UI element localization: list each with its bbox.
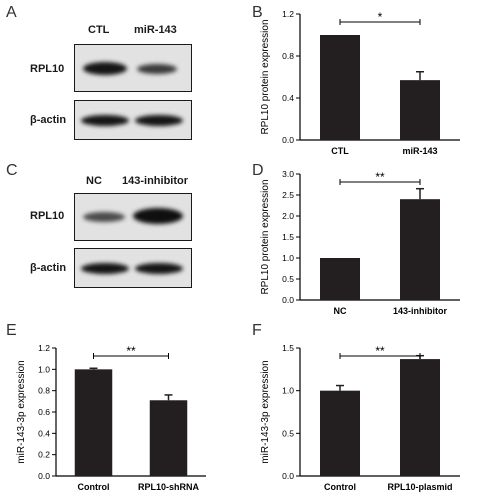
chart-b-ytick-label-2: 0.8 — [282, 51, 294, 61]
blot-c-lane-label-1: NC — [86, 175, 102, 187]
chart-d-ylabel: RPL10 protein expression — [260, 179, 271, 294]
chart-e-ytick-label-4: 0.8 — [38, 386, 50, 396]
blot-a-row-label-1: RPL10 — [30, 63, 65, 75]
chart-e-category-label-0: Control — [78, 482, 110, 492]
chart-e-ytick-label-0: 0.0 — [38, 471, 50, 481]
blot-a-actin-band-mir143 — [135, 115, 183, 126]
chart-d-category-label-0: NC — [334, 306, 347, 316]
blot-a-actin-band-ctl — [81, 115, 129, 126]
chart-e-ytick-label-6: 1.2 — [38, 343, 50, 353]
chart-f-sig-marker: ** — [375, 344, 385, 358]
panel-letter-e: E — [6, 322, 17, 339]
chart-d-category-label-1: 143-inhibitor — [393, 306, 448, 316]
panel-letter-b: B — [252, 4, 263, 21]
chart-d-ytick-label-2: 1.0 — [282, 253, 294, 263]
blot-c-rpl10-band-inhibitor — [133, 208, 183, 224]
blot-c-lane-label-2: 143-inhibitor — [122, 175, 189, 187]
chart-b-ylabel: RPL10 protein expression — [260, 19, 271, 134]
chart-b-bar-1 — [400, 80, 440, 140]
chart-f-category-label-0: Control — [324, 482, 356, 492]
chart-b-bar-0 — [320, 35, 360, 140]
chart-b-category-label-1: miR-143 — [402, 146, 437, 156]
blot-c-actin-band-inhibitor — [135, 263, 183, 274]
blot-c-rpl10-band-nc — [83, 212, 125, 222]
chart-f-ytick-label-2: 1.0 — [282, 386, 294, 396]
chart-e-ylabel: miR-143-3p expression — [16, 360, 27, 463]
chart-f-bar-0 — [320, 390, 360, 476]
blot-a-lane-label-2: miR-143 — [134, 24, 177, 36]
chart-b-ytick-label-1: 0.4 — [282, 93, 294, 103]
chart-d-ytick-label-0: 0.0 — [282, 295, 294, 305]
chart-d-ytick-label-1: 0.5 — [282, 274, 294, 284]
blot-a-row-label-2: β-actin — [30, 114, 67, 126]
panel-letter-f: F — [252, 322, 262, 339]
chart-e-ytick-label-2: 0.4 — [38, 428, 50, 438]
blot-a-lane-label-1: CTL — [88, 24, 110, 36]
chart-d-ytick-label-3: 1.5 — [282, 232, 294, 242]
chart-d-bar-0 — [320, 258, 360, 300]
blot-c-rpl10 — [74, 193, 192, 241]
chart-b-ytick-label-3: 1.2 — [282, 9, 294, 19]
chart-e-ytick-label-1: 0.2 — [38, 450, 50, 460]
chart-f-ytick-label-3: 1.5 — [282, 343, 294, 353]
blot-c-row-label-2: β-actin — [30, 262, 67, 274]
chart-f-ytick-label-0: 0.0 — [282, 471, 294, 481]
chart-b-ytick-label-0: 0.0 — [282, 135, 294, 145]
chart-e-bar-1 — [149, 400, 188, 476]
chart-e-bar-0 — [74, 369, 113, 476]
chart-d-ytick-label-6: 3.0 — [282, 169, 294, 179]
blot-c-actin — [74, 248, 192, 288]
chart-e-ytick-label-3: 0.6 — [38, 407, 50, 417]
blot-a-actin — [74, 100, 192, 140]
chart-f-category-label-1: RPL10-plasmid — [387, 482, 452, 492]
chart-d-ytick-label-5: 2.5 — [282, 190, 294, 200]
chart-d-sig-marker: ** — [375, 170, 385, 184]
panel-letter-a: A — [6, 4, 17, 21]
blot-a-rpl10 — [74, 44, 192, 92]
panel-letter-c: C — [6, 162, 18, 179]
chart-d-bar-1 — [400, 199, 440, 300]
chart-e-category-label-1: RPL10-shRNA — [138, 482, 200, 492]
chart-b-category-label-0: CTL — [331, 146, 349, 156]
chart-f-ytick-label-1: 0.5 — [282, 428, 294, 438]
chart-b-sig-marker: * — [378, 10, 383, 24]
chart-f-ylabel: miR-143-3p expression — [260, 360, 271, 463]
blot-a-rpl10-band-mir143 — [137, 64, 177, 74]
blot-c-actin-band-nc — [81, 263, 129, 274]
blot-a-rpl10-band-ctl — [83, 62, 127, 75]
blot-c-row-label-1: RPL10 — [30, 210, 65, 222]
chart-e-sig-marker: ** — [126, 344, 136, 358]
chart-f-bar-1 — [400, 359, 440, 476]
panel-letter-d: D — [252, 162, 264, 179]
chart-d-ytick-label-4: 2.0 — [282, 211, 294, 221]
chart-e-ytick-label-5: 1.0 — [38, 364, 50, 374]
